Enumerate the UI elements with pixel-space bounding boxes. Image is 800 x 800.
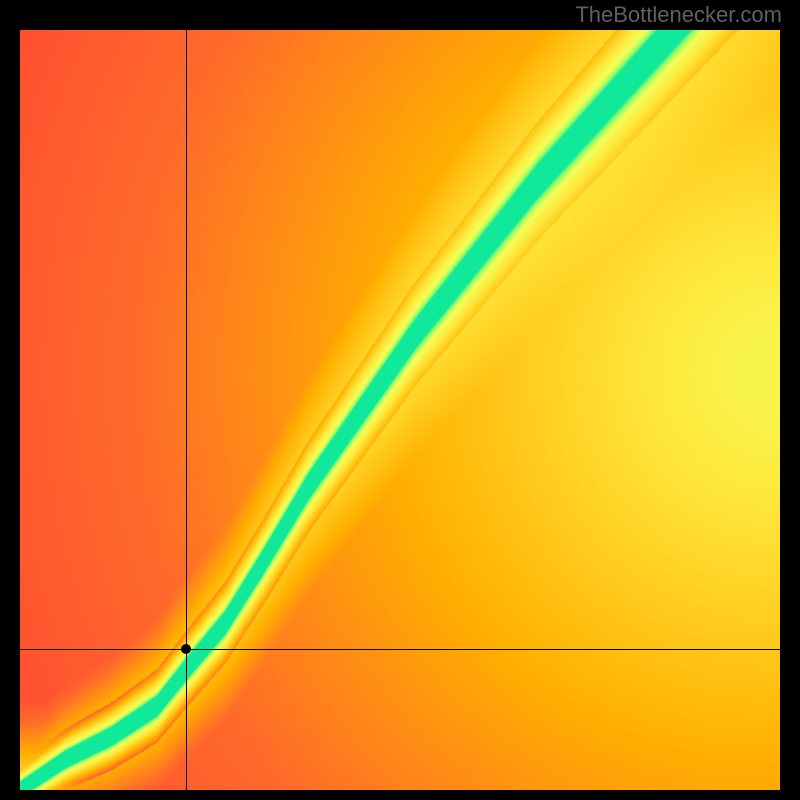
heatmap-canvas xyxy=(20,30,780,790)
data-point-marker xyxy=(181,644,191,654)
crosshair-vertical xyxy=(186,30,187,790)
watermark-text: TheBottlenecker.com xyxy=(575,2,782,28)
crosshair-horizontal xyxy=(20,649,780,650)
chart-container: TheBottlenecker.com xyxy=(0,0,800,800)
plot-area xyxy=(20,30,780,790)
